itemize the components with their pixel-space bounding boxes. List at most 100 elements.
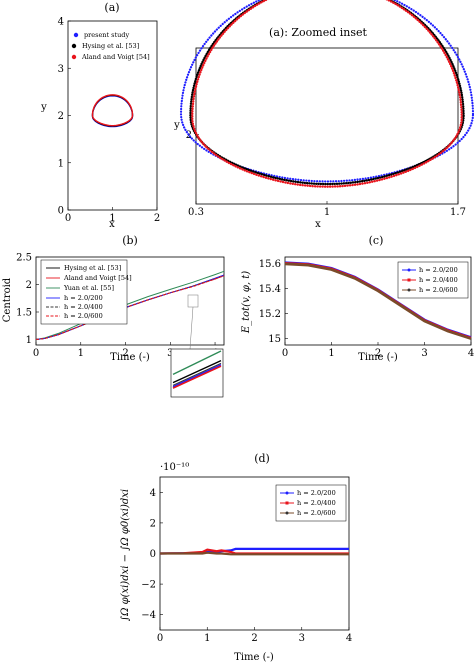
legend-marker — [285, 491, 289, 495]
y-tick-label: 15.4 — [259, 284, 281, 295]
inset-line-3 — [172, 364, 222, 388]
x-tick-label: 1 — [204, 633, 210, 644]
legend-label: Hysing et al. [53] — [64, 264, 121, 272]
panel-a-zoom-frame — [195, 47, 459, 205]
inset-line-0 — [172, 350, 222, 376]
panel-c-legend: h = 2.0/200 h = 2.0/400 h = 2.0/600 — [397, 261, 469, 299]
y-tick-label: −2 — [141, 580, 156, 591]
y-tick-label: 2 — [58, 111, 64, 122]
legend-marker — [407, 278, 411, 282]
legend-label: h = 2.0/200 — [64, 294, 103, 302]
legend-box — [40, 259, 128, 325]
x-tick-label: 0 — [282, 348, 288, 359]
x-tick-label: 4 — [468, 348, 474, 359]
panel-d-multiplier: ·10⁻¹⁰ — [160, 462, 189, 473]
series-line-2 — [284, 262, 472, 340]
panel-b: (b) 0123411.522.5 Time (-) Centroid Hysi… — [2, 234, 225, 398]
x-tick-label: 1 — [78, 348, 84, 359]
panel-c-title: (c) — [369, 234, 384, 247]
legend-label: h = 2.0/600 — [64, 312, 103, 320]
legend-marker-hysing — [71, 43, 77, 49]
legend-marker-aland — [71, 54, 77, 60]
x-tick-label: 1 — [328, 348, 334, 359]
panel-b-ylabel: Centroid — [2, 277, 13, 322]
panel-d-title: (d) — [254, 452, 270, 465]
y-tick-label: 4 — [150, 488, 156, 499]
panel-b-zoom-marker — [170, 294, 224, 398]
x-tick-label: 2 — [375, 348, 381, 359]
legend-label: h = 2.0/200 — [419, 266, 458, 274]
legend-marker — [285, 511, 289, 515]
zoom-box — [187, 294, 199, 308]
panel-c-ylabel: E_tot(v, φ, t) — [241, 271, 252, 334]
panel-d-series — [159, 547, 349, 556]
panel-b-xlabel: Time (-) — [110, 352, 150, 363]
y-tick-label: 3 — [58, 64, 64, 75]
legend-marker — [407, 268, 411, 272]
panel-a-zoom-ticks: 0.3 1 1.7 2 — [186, 130, 466, 218]
panel-d-ticks: 0 1 2 3 4 −4 −2 0 2 4 — [141, 488, 352, 644]
panel-a-zoom-contours — [179, 0, 474, 188]
contour-aland — [91, 94, 134, 127]
panel-a-zoom-ylabel: y — [173, 120, 180, 131]
panel-a-bubble-contours — [91, 94, 134, 128]
y-tick-label: 2 — [26, 280, 32, 291]
x-tick-label: 4 — [346, 633, 352, 644]
y-tick-label: 0 — [58, 206, 64, 217]
y-tick-label: 0 — [150, 549, 156, 560]
legend-marker — [285, 501, 289, 505]
legend-label: present study — [84, 31, 129, 39]
y-tick-label: 2.5 — [16, 253, 32, 264]
y-tick-label: −4 — [141, 610, 156, 621]
legend-marker — [407, 288, 411, 292]
panel-b-legend: Hysing et al. [53] Aland and Voigt [54] … — [40, 259, 132, 325]
panel-b-title: (b) — [122, 234, 138, 247]
panel-a-zoom: (a): Zoomed inset 0.3 1 1.7 2 x y — [173, 0, 474, 230]
panel-a-zoom-xlabel: x — [315, 219, 321, 230]
panel-a-ticks: 0 1 2 0 1 2 3 4 — [58, 17, 161, 225]
panel-d: (d) 0 1 2 3 4 −4 −2 0 2 4 ·10⁻¹⁰ Time (-) ∫Ω φ(xi… — [120, 452, 352, 663]
x-tick-label: 1 — [324, 207, 330, 218]
legend-label: h = 2.0/200 — [297, 489, 336, 497]
panel-a: (a) 0 1 2 0 1 2 3 4 x y present study Hysing et… — [40, 1, 160, 230]
y-tick-label: 1 — [58, 158, 64, 169]
y-tick-label: 15.6 — [259, 259, 281, 270]
legend-label: Aland and Voigt [54] — [81, 53, 150, 61]
y-tick-label: 1.5 — [16, 308, 32, 319]
inset-line-2 — [172, 362, 222, 386]
x-tick-label: 2 — [122, 348, 128, 359]
zoom-contour-0 — [179, 0, 474, 183]
x-tick-label: 0 — [157, 633, 163, 644]
y-tick-label: 1 — [26, 335, 32, 346]
panel-c: (c) 0 1 2 3 4 15 15.2 15.4 15.6 Time (-) E_tot(v… — [241, 234, 474, 363]
legend-label: h = 2.0/600 — [297, 509, 336, 517]
y-tick-label: 15 — [268, 334, 281, 345]
panel-a-legend: present study Hysing et al. [53] Aland a… — [71, 31, 150, 61]
legend-label: h = 2.0/400 — [297, 499, 336, 507]
x-tick-label: 0.3 — [188, 207, 204, 218]
panel-c-ticks: 0 1 2 3 4 15 15.2 15.4 15.6 — [259, 259, 474, 359]
zoom-connector — [189, 306, 194, 350]
y-tick-label: 4 — [58, 17, 64, 28]
panel-d-legend: h = 2.0/200 h = 2.0/400 h = 2.0/600 — [275, 484, 347, 522]
inset-line-4 — [172, 365, 222, 389]
panel-c-xlabel: Time (-) — [358, 352, 398, 363]
legend-label: Yuan et al. [55] — [63, 284, 114, 292]
x-tick-label: 2 — [154, 213, 160, 224]
y-tick-label: 2 — [186, 130, 192, 141]
x-tick-label: 3 — [167, 348, 173, 359]
legend-label: Aland and Voigt [54] — [63, 274, 132, 282]
y-tick-label: 15.2 — [259, 309, 281, 320]
legend-label: Hysing et al. [53] — [82, 42, 139, 50]
zoom-inset-frame — [170, 348, 224, 398]
x-tick-label: 1 — [109, 213, 115, 224]
legend-label: h = 2.0/400 — [64, 303, 103, 311]
x-tick-label: 3 — [421, 348, 427, 359]
panel-c-series — [284, 261, 472, 340]
panel-d-ylabel: ∫Ω φ(xi)dxi − ∫Ω φ0(xi)dxi — [120, 489, 131, 621]
zoom-inset-lines — [172, 350, 222, 389]
x-tick-label: 0 — [65, 213, 71, 224]
panel-a-xlabel: x — [109, 219, 115, 230]
x-tick-label: 1.7 — [450, 207, 466, 218]
